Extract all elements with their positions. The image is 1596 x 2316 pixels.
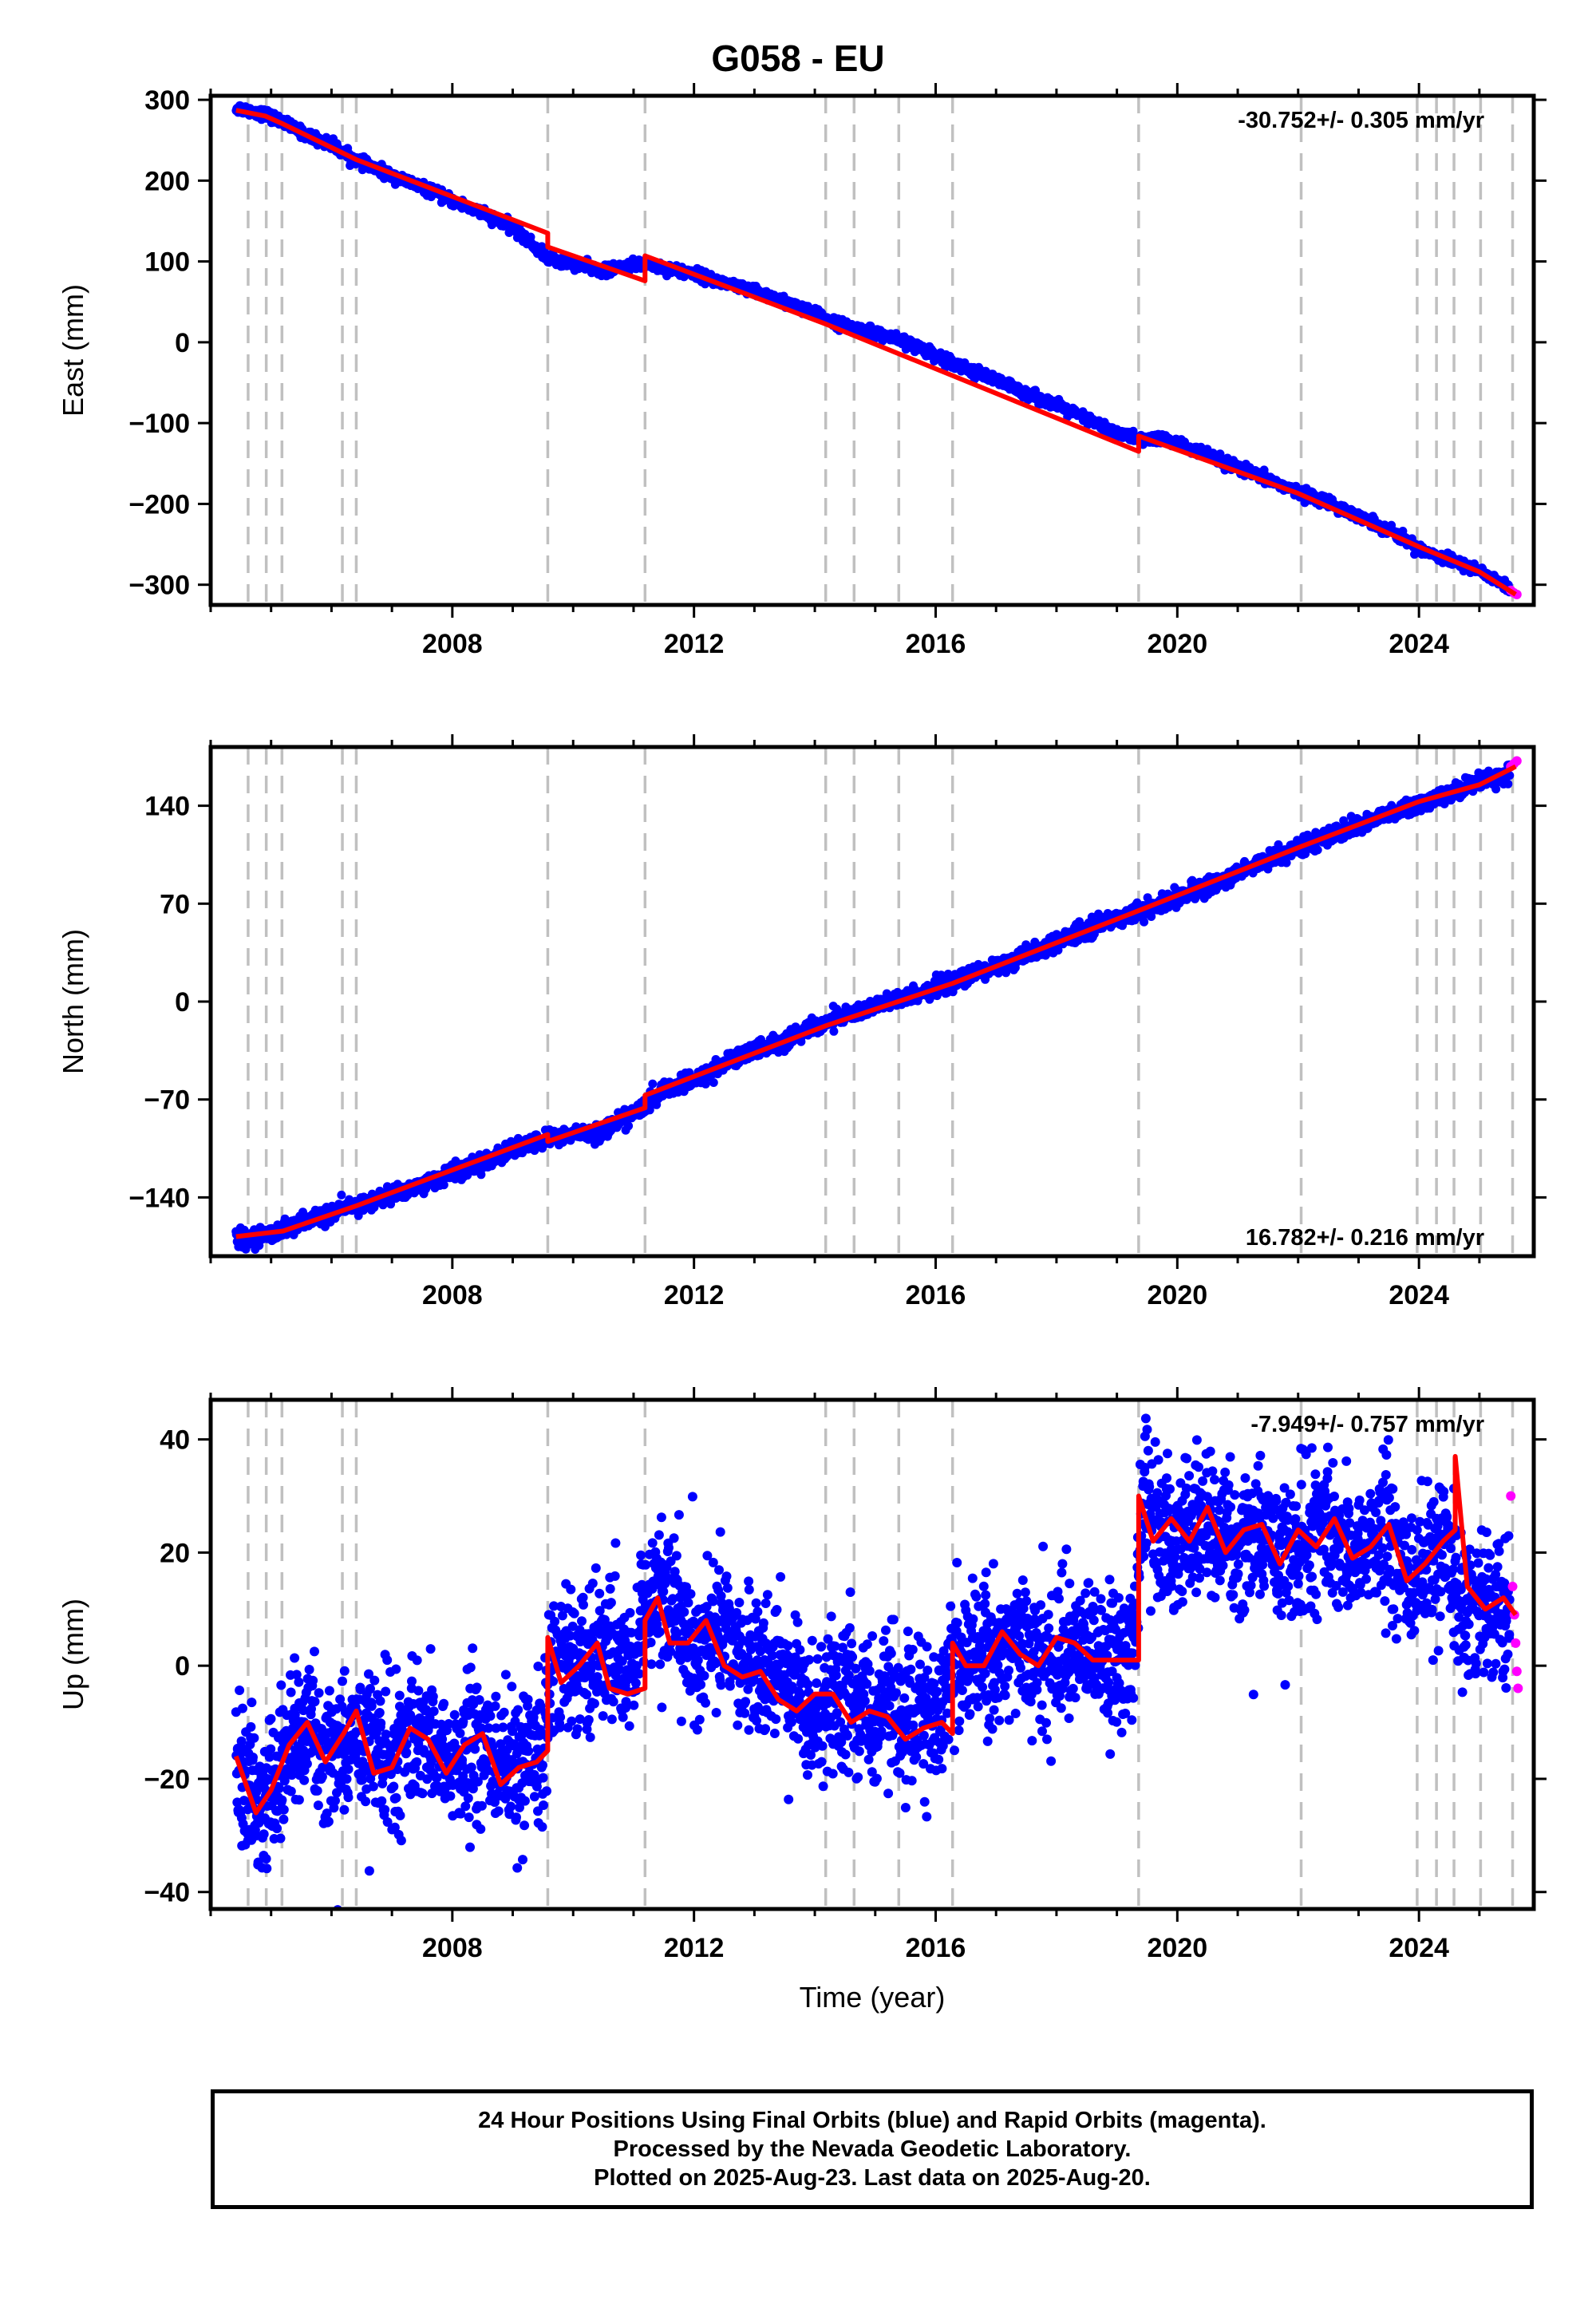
east-x-tick-label: 2020 xyxy=(1148,629,1208,659)
north-data-point xyxy=(1313,845,1322,855)
east-plot-area xyxy=(231,96,1522,605)
page-title: G058 - EU xyxy=(711,38,885,79)
east-rate-label: -30.752+/- 0.305 mm/yr xyxy=(1238,108,1484,133)
north-data-point xyxy=(337,1190,346,1199)
east-y-tick-label: 300 xyxy=(144,85,190,116)
east-x-tick-label: 2012 xyxy=(664,629,725,659)
east-data-point xyxy=(526,232,535,242)
east-y-tick-label: −100 xyxy=(128,409,190,439)
east-y-tick-label: −200 xyxy=(128,489,190,520)
north-data-point xyxy=(648,1079,658,1089)
north-plot-area xyxy=(231,747,1522,1256)
east-y-tick-label: 100 xyxy=(144,247,190,278)
east-model-line xyxy=(235,108,1517,597)
north-data-point xyxy=(1301,849,1310,859)
east-y-axis-label: East (mm) xyxy=(57,284,89,417)
east-x-tick-label: 2008 xyxy=(422,629,483,659)
north-data-point xyxy=(882,989,891,998)
east-x-tick-label: 2024 xyxy=(1389,629,1449,659)
east-y-tick-label: 200 xyxy=(144,166,190,196)
north-data-point xyxy=(624,1121,634,1131)
east-frame xyxy=(208,93,1536,607)
north-data-point xyxy=(829,1026,839,1036)
north-data-point xyxy=(701,1079,710,1089)
north-data-point xyxy=(1282,858,1291,868)
east-y-tick-label: 0 xyxy=(175,328,190,358)
north-data-point xyxy=(709,1078,718,1087)
east-x-tick-label: 2016 xyxy=(906,629,966,659)
east-final-orbit-points xyxy=(231,101,1514,597)
east-y-tick-label: −300 xyxy=(128,571,190,601)
north-data-point xyxy=(1140,917,1149,927)
east-panel: 2008 2012 2016 2020 2024 300 200 100 0 −100 −200 −3… xyxy=(57,83,1547,659)
north-data-point xyxy=(439,1180,448,1190)
north-data-point xyxy=(645,1105,654,1115)
